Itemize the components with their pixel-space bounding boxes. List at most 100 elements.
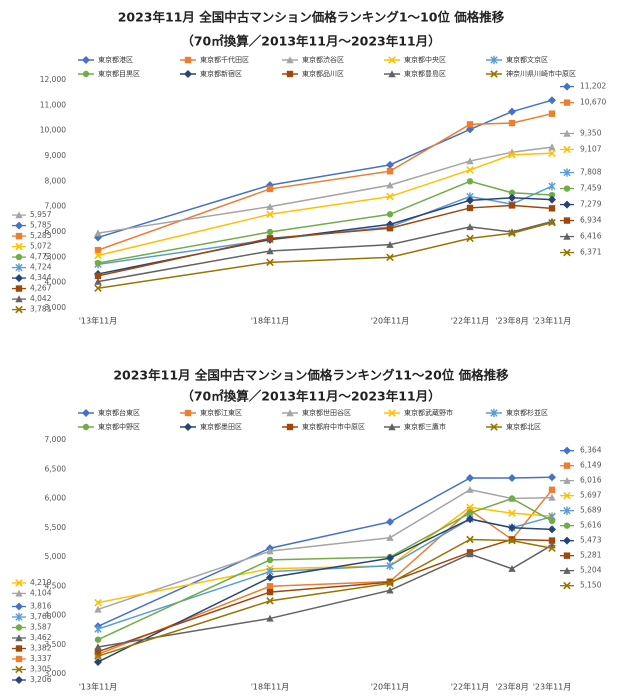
y-tick-label: 7,000 [45, 435, 67, 444]
data-point [466, 196, 474, 205]
data-point [94, 259, 102, 267]
data-point [94, 598, 102, 607]
label-marker [15, 589, 23, 597]
data-point [548, 525, 556, 534]
x-tick-label: '13年11月 [79, 316, 118, 326]
label-marker [15, 665, 23, 674]
legend-marker [184, 423, 192, 431]
data-point [386, 181, 394, 189]
value-label: 4,219 [30, 578, 52, 587]
value-label: 9,350 [580, 129, 602, 138]
data-point [266, 202, 274, 210]
data-point [466, 157, 474, 165]
data-point [466, 509, 474, 517]
series-line [97, 488, 553, 611]
data-point [466, 474, 474, 483]
chart-subtitle: （70㎡換算／2013年11月～2023年11月） [181, 389, 440, 404]
data-point [266, 547, 274, 555]
data-point [508, 189, 516, 196]
data-point [508, 202, 516, 209]
y-tick-label: 7,000 [45, 202, 67, 211]
value-label: 6,364 [580, 446, 602, 455]
data-point [266, 258, 274, 267]
label-marker [15, 624, 23, 631]
value-label: 5,072 [30, 242, 52, 251]
series-line [97, 515, 553, 630]
data-point [548, 473, 556, 482]
y-tick-label: 6,500 [45, 464, 67, 473]
legend-marker [184, 409, 192, 417]
label-marker [15, 253, 23, 261]
label-marker [15, 634, 23, 642]
data-point [266, 235, 274, 242]
data-point [94, 652, 102, 660]
legend-label: 東京都江東区 [200, 408, 242, 417]
series-line [97, 204, 553, 277]
label-marker [563, 168, 571, 177]
legend-label: 東京都台東区 [98, 408, 140, 417]
label-marker [563, 566, 571, 574]
value-label: 3,781 [30, 305, 52, 314]
y-tick-label: 4,500 [45, 581, 67, 590]
y-tick-label: 10,000 [40, 126, 66, 135]
value-label: 5,957 [30, 210, 52, 219]
label-marker [15, 232, 23, 240]
value-label: 5,473 [580, 536, 602, 545]
data-point [386, 579, 394, 588]
legend-label: 東京都府中市中原区 [302, 422, 365, 431]
data-point [386, 533, 394, 541]
label-marker [15, 305, 23, 314]
legend-marker [82, 409, 90, 417]
label-marker [15, 221, 23, 230]
label-marker [563, 581, 571, 590]
y-tick-label: 5,500 [45, 523, 67, 532]
value-label: 4,104 [30, 588, 52, 597]
label-marker [563, 248, 571, 257]
data-point [386, 578, 394, 586]
series-line [97, 538, 553, 653]
legend-label: 東京都千代田区 [200, 55, 249, 64]
label-marker [15, 242, 23, 251]
value-label: 7,459 [580, 184, 602, 193]
x-tick-label: '20年11月 [371, 316, 410, 326]
label-marker [563, 217, 571, 224]
data-point [548, 181, 556, 191]
legend-label: 東京都新宿区 [200, 69, 242, 78]
series-line [97, 518, 553, 663]
legend-label: 東京都豊島区 [404, 69, 446, 78]
data-point [466, 550, 474, 558]
value-label: 5,697 [580, 491, 602, 500]
legend-label: 東京都墨田区 [200, 422, 242, 431]
series-line [97, 489, 553, 655]
legend-marker [286, 409, 294, 417]
data-point [508, 536, 516, 543]
data-point [386, 554, 394, 563]
data-point [548, 493, 556, 501]
data-point [386, 586, 394, 594]
label-marker [15, 263, 23, 272]
legend-marker [184, 70, 192, 78]
label-marker [563, 506, 571, 515]
series-line [97, 497, 553, 641]
value-label: 3,462 [30, 633, 52, 642]
value-label: 4,267 [30, 284, 52, 293]
legend-marker [490, 55, 498, 65]
legend-label: 東京都三鷹市 [404, 422, 446, 431]
legend-marker [82, 70, 90, 78]
value-label: 4,042 [30, 294, 52, 303]
data-point [266, 556, 274, 564]
label-marker [15, 211, 23, 219]
legend-label: 東京都品川区 [302, 69, 344, 78]
value-label: 6,016 [580, 476, 602, 485]
data-point [266, 210, 274, 219]
label-marker [563, 491, 571, 500]
data-point [266, 588, 274, 596]
legend-label: 東京都渋谷区 [302, 55, 344, 64]
series-line [97, 538, 553, 657]
data-point [386, 517, 394, 526]
label-marker [15, 274, 23, 283]
data-point [386, 192, 394, 201]
data-point [508, 523, 516, 532]
legend-label: 東京都港区 [98, 55, 133, 64]
data-point [548, 486, 556, 493]
